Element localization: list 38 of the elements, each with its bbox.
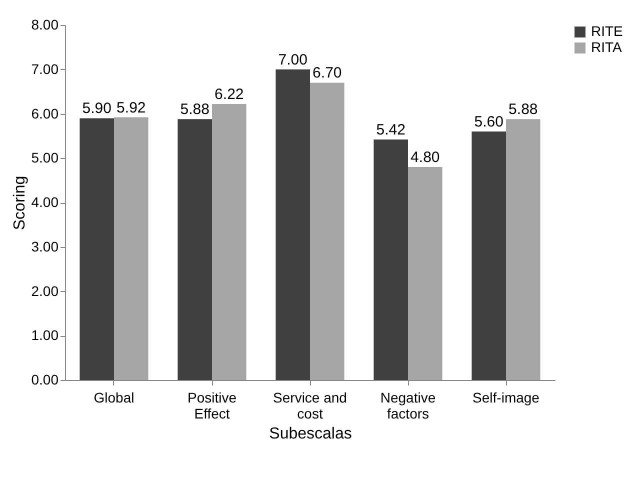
bar	[506, 119, 540, 380]
y-tick-label: 1.00	[31, 327, 59, 344]
y-tick-label: 3.00	[31, 238, 59, 254]
bar	[310, 82, 344, 380]
data-label: 5.92	[116, 99, 146, 116]
bar	[408, 167, 442, 380]
data-label: 5.90	[82, 100, 112, 118]
data-label: 6.22	[214, 86, 244, 103]
bar	[276, 69, 310, 380]
bar	[178, 119, 212, 380]
legend-label: RITA	[591, 39, 623, 55]
y-tick-label: 7.00	[31, 60, 59, 77]
x-tick-label: Positive Effect	[187, 390, 237, 422]
y-axis-title: Scoring	[11, 176, 28, 230]
y-tick-label: 0.00	[31, 372, 59, 388]
legend-label: RITE	[591, 23, 623, 39]
data-label: 5.88	[508, 101, 538, 118]
y-tick-label: 6.00	[31, 105, 59, 122]
x-axis-title: Subescalas	[269, 426, 352, 442]
x-tick-label: Self-image	[472, 390, 540, 406]
data-label: 5.42	[376, 121, 406, 138]
data-label: 6.70	[312, 64, 342, 82]
data-label: 4.80	[410, 149, 440, 166]
bar	[472, 132, 506, 380]
bar	[80, 118, 114, 380]
y-tick-label: 5.00	[31, 150, 59, 166]
x-tick-label: Service and cost	[273, 390, 347, 422]
x-tick-label: Negative factors	[380, 390, 436, 422]
bar	[374, 139, 408, 380]
x-tick-label: Global	[94, 390, 134, 406]
data-label: 7.00	[278, 51, 308, 68]
bar	[212, 104, 246, 380]
data-label: 5.88	[180, 101, 210, 118]
y-tick-label: 4.00	[31, 194, 59, 210]
bar	[114, 117, 148, 380]
y-tick-label: 8.00	[31, 16, 59, 32]
data-label: 5.60	[474, 114, 504, 130]
y-tick-label: 2.00	[31, 282, 59, 299]
